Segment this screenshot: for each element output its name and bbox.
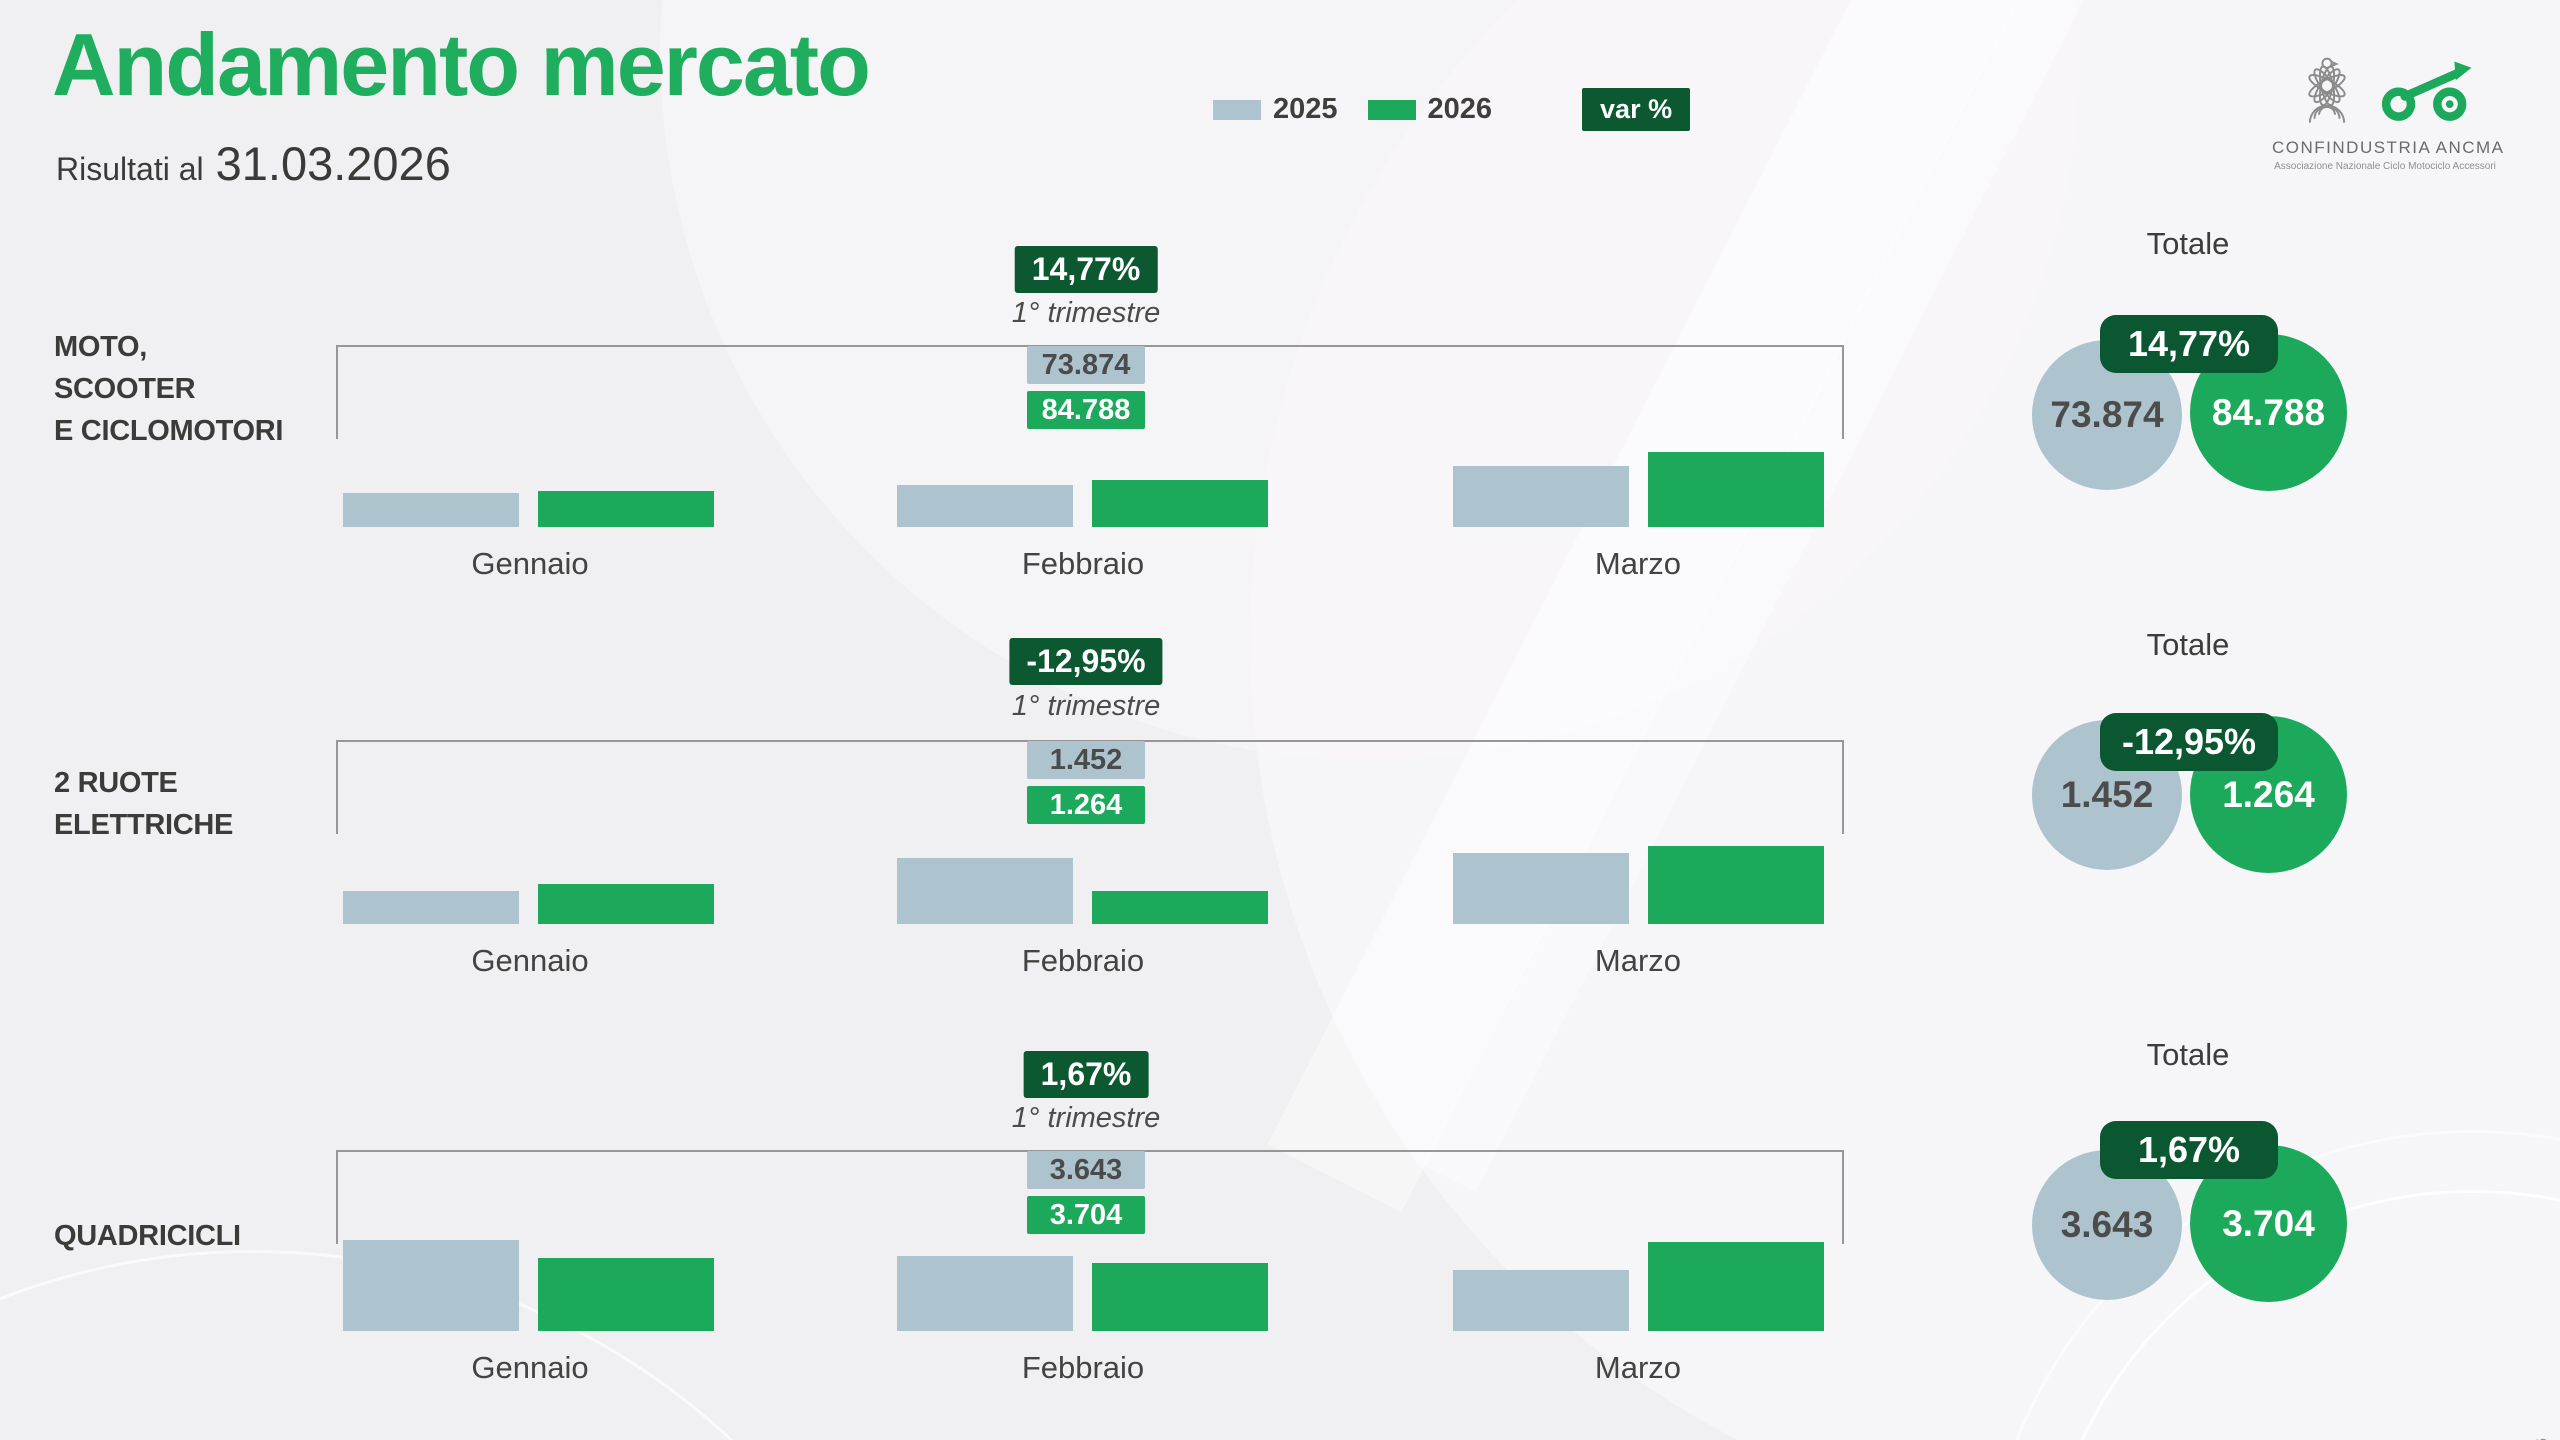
bar-2026-marzo [1648, 452, 1824, 527]
bar-2026-marzo [1648, 846, 1824, 924]
var-percent-badge: var % [1582, 88, 1691, 131]
quarter-var-badge: 14,77% [1014, 246, 1158, 293]
quarter-total-2026-badge: 84.788 [1027, 391, 1145, 429]
background-band-decoration [1422, 0, 2158, 1192]
ancma-bike-icon [2381, 61, 2472, 121]
category-label-line: ELETTRICHE [54, 809, 234, 841]
bar-2026-febbraio [1092, 891, 1268, 924]
bar-2026-gennaio [538, 884, 714, 924]
page-title: Andamento mercato [52, 15, 871, 114]
legend-item-2026: 2026 [1367, 93, 1493, 126]
totale-var-badge: 14,77% [2100, 315, 2278, 373]
legend-label-2025: 2025 [1273, 93, 1338, 125]
month-label: Gennaio [471, 1350, 589, 1385]
legend-item-2025: 2025 [1213, 93, 1338, 126]
bar-2026-marzo [1648, 1242, 1824, 1331]
month-label: Marzo [1594, 943, 1682, 978]
quarter-total-2025-badge: 3.643 [1027, 1151, 1145, 1189]
quarter-total-2025-badge: 73.874 [1027, 346, 1145, 384]
quarter-label: 1° trimestre [1011, 1102, 1161, 1134]
quarter-total-2026-badge: 3.704 [1027, 1196, 1145, 1234]
quarter-total-2025-badge: 1.452 [1027, 741, 1145, 779]
category-label: MOTO, SCOOTER E CICLOMOTORI [54, 326, 283, 452]
legend-label-2026: 2026 [1427, 93, 1493, 125]
bar-2025-febbraio [897, 485, 1073, 527]
logo-org-name: CONFINDUSTRIA ANCMA [2272, 138, 2505, 157]
quarter-var-badge: -12,95% [1009, 638, 1163, 685]
totale-heading: Totale [2146, 627, 2230, 662]
subtitle-date: 31.03.2026 [215, 137, 451, 190]
bar-2025-febbraio [897, 858, 1073, 924]
legend-swatch-2026 [1367, 99, 1416, 120]
bar-2025-gennaio [343, 1240, 519, 1331]
background-band-decoration [1267, 0, 2083, 1213]
bar-2025-marzo [1453, 853, 1629, 924]
quarter-total-2026-badge: 1.264 [1027, 786, 1145, 824]
bar-2025-marzo [1453, 1270, 1629, 1331]
month-label: Marzo [1594, 1350, 1682, 1385]
quarter-var-badge: 1,67% [1023, 1051, 1149, 1098]
legend: 2025 2026 var % [1213, 88, 1691, 131]
bar-2025-gennaio [343, 493, 519, 527]
quarter-label: 1° trimestre [1011, 690, 1161, 722]
totale-var-badge: 1,67% [2100, 1121, 2278, 1179]
bar-2026-febbraio [1092, 1263, 1268, 1331]
page-subtitle: Risultati al 31.03.2026 [56, 136, 451, 191]
month-label: Febbraio [1021, 1350, 1145, 1385]
quarter-label: 1° trimestre [1011, 297, 1161, 329]
category-label-line: SCOOTER [54, 373, 196, 405]
confindustria-eagle-icon [2308, 57, 2346, 123]
category-label-line: MOTO, [54, 331, 148, 363]
category-label: 2 RUOTE ELETTRICHE [54, 762, 233, 846]
month-label: Gennaio [471, 943, 589, 978]
month-label: Febbraio [1021, 943, 1145, 978]
category-label-line: 2 RUOTE [54, 767, 178, 799]
month-label: Febbraio [1021, 546, 1145, 581]
bar-2026-gennaio [538, 491, 714, 527]
totale-heading: Totale [2146, 226, 2230, 261]
subtitle-prefix: Risultati al [56, 151, 204, 187]
bar-2026-gennaio [538, 1258, 714, 1331]
totale-heading: Totale [2146, 1037, 2230, 1072]
logo-tagline: Associazione Nazionale Ciclo Motociclo A… [2274, 161, 2496, 172]
bar-2025-marzo [1453, 466, 1629, 527]
bar-2026-febbraio [1092, 480, 1268, 527]
month-label: Gennaio [471, 546, 589, 581]
category-label-line: QUADRICICLI [54, 1220, 241, 1252]
logo-icons [2272, 52, 2498, 130]
bar-2025-gennaio [343, 891, 519, 924]
category-label: QUADRICICLI [54, 1215, 241, 1257]
legend-swatch-2025 [1213, 99, 1261, 120]
category-label-line: E CICLOMOTORI [54, 415, 284, 447]
totale-var-badge: -12,95% [2100, 713, 2278, 771]
ancma-logo: CONFINDUSTRIA ANCMA Associazione Naziona… [2272, 52, 2505, 172]
bar-2025-febbraio [897, 1256, 1073, 1331]
month-label: Marzo [1594, 546, 1682, 581]
